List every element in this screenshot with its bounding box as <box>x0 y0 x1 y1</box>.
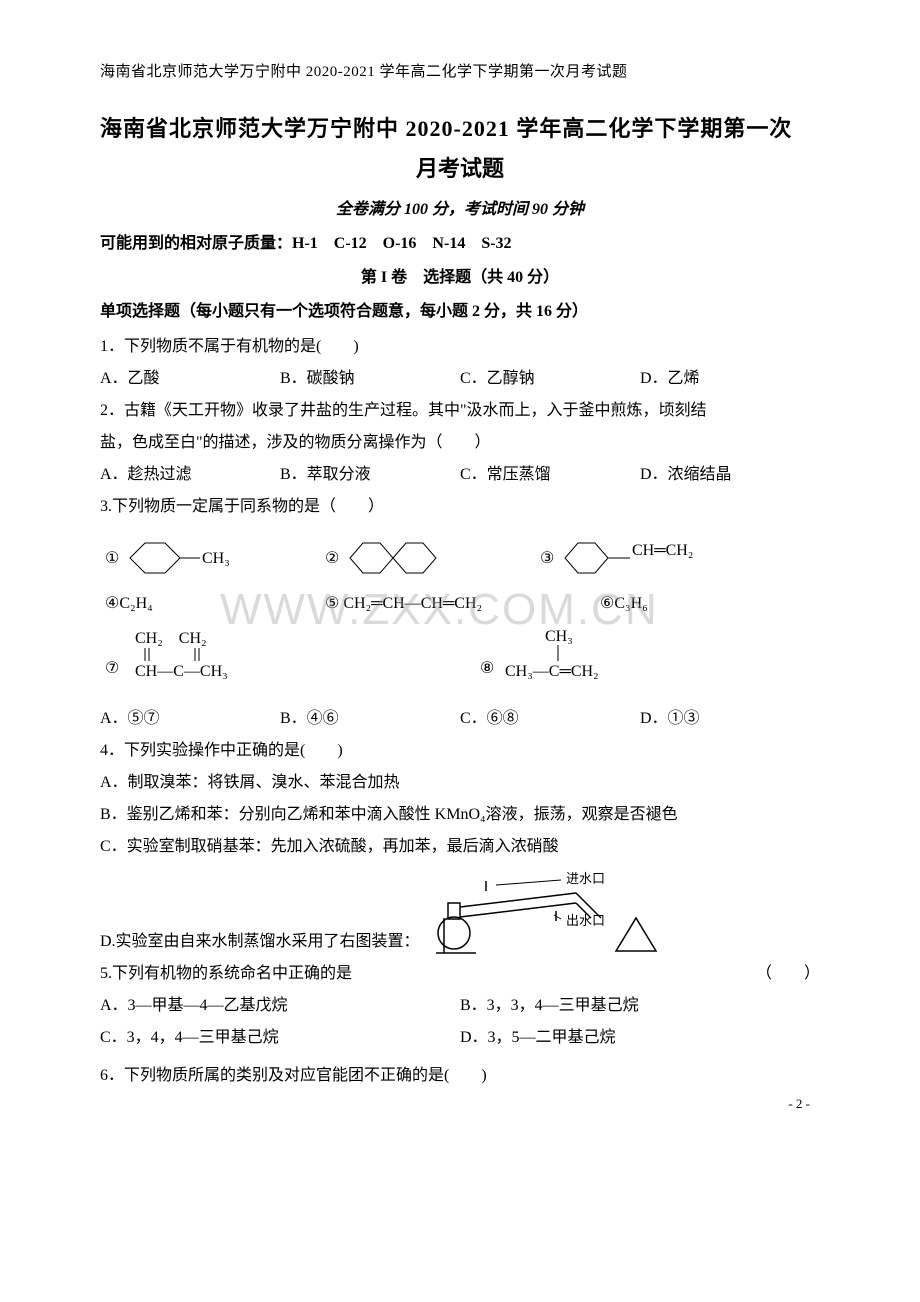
svg-text:⑧: ⑧ <box>480 660 494 677</box>
svg-text:⑥C₃H₆: ⑥C₃H₆ <box>600 595 648 612</box>
q3-opt-c: C．⑥⑧ <box>460 703 640 735</box>
q4-stem: 4．下列实验操作中正确的是( ) <box>100 735 820 767</box>
full-marks-line: 全卷满分 100 分，考试时间 90 分钟 <box>100 195 820 219</box>
page-header: 海南省北京师范大学万宁附中 2020-2021 学年高二化学下学期第一次月考试题 <box>100 60 820 81</box>
q5-stem-row: 5.下列有机物的系统命名中正确的是 （ ） <box>100 958 820 990</box>
q6-stem: 6．下列物质所属的类别及对应官能团不正确的是( ) <box>100 1060 820 1092</box>
q2-opt-d: D．浓缩结晶 <box>640 459 820 491</box>
q4-opt-a: A．制取溴苯：将铁屑、溴水、苯混合加热 <box>100 767 820 799</box>
part1-header: 第 I 卷 选择题（共 40 分） <box>100 263 820 287</box>
q1-opt-b: B．碳酸钠 <box>280 363 460 395</box>
svg-text:③: ③ <box>540 550 554 567</box>
q2-opt-b: B．萃取分液 <box>280 459 460 491</box>
q1-stem: 1．下列物质不属于有机物的是( ) <box>100 331 820 363</box>
q5-opt-c: C．3，4，4—三甲基己烷 <box>100 1022 460 1054</box>
single-choice-header: 单项选择题（每小题只有一个选项符合题意，每小题 2 分，共 16 分） <box>100 297 820 321</box>
q5-options: A．3—甲基—4—乙基戊烷 B．3，3，4—三甲基己烷 C．3，4，4—三甲基己… <box>100 990 820 1054</box>
svg-text:CH—C—CH₃: CH—C—CH₃ <box>135 663 228 680</box>
q5-opt-a: A．3—甲基—4—乙基戊烷 <box>100 990 460 1022</box>
svg-text:CH═CH₂: CH═CH₂ <box>632 542 693 559</box>
svg-text:CH₂ CH₂: CH₂ CH₂ <box>135 630 207 647</box>
svg-text:⑤ CH₂═CH—CH═CH₂: ⑤ CH₂═CH—CH═CH₂ <box>325 595 482 612</box>
distillation-apparatus-icon: 进水口 出水口 <box>426 863 666 958</box>
svg-text:CH₃: CH₃ <box>202 550 230 567</box>
q2-opt-a: A．趁热过滤 <box>100 459 280 491</box>
q5-opt-b: B．3，3，4—三甲基己烷 <box>460 990 820 1022</box>
q5-opt-d: D．3，5—二甲基己烷 <box>460 1022 820 1054</box>
q3-structures: ① CH₃ ② ③ CH═CH₂ ④C₂H₄ ⑤ CH₂═CH—CH═CH₂ ⑥… <box>100 533 820 693</box>
exam-page: 海南省北京师范大学万宁附中 2020-2021 学年高二化学下学期第一次月考试题… <box>0 0 920 1132</box>
svg-text:CH₃: CH₃ <box>545 628 573 645</box>
page-number: - 2 - <box>788 1096 810 1112</box>
q4-opt-d-row: D.实验室由自来水制蒸馏水采用了右图装置： 进水口 <box>100 863 820 958</box>
q2-options: A．趁热过滤 B．萃取分液 C．常压蒸馏 D．浓缩结晶 <box>100 459 820 491</box>
q5-stem: 5.下列有机物的系统命名中正确的是 <box>100 958 740 990</box>
q4-opt-c: C．实验室制取硝基苯：先加入浓硫酸，再加苯，最后滴入浓硝酸 <box>100 831 820 863</box>
q3-opt-b: B．④⑥ <box>280 703 460 735</box>
svg-text:①: ① <box>105 550 119 567</box>
q1-opt-a: A．乙酸 <box>100 363 280 395</box>
q4-opt-d: D.实验室由自来水制蒸馏水采用了右图装置： <box>100 926 420 958</box>
exam-title-line1: 海南省北京师范大学万宁附中 2020-2021 学年高二化学下学期第一次 <box>100 111 820 143</box>
svg-text:④C₂H₄: ④C₂H₄ <box>105 595 153 612</box>
q2-opt-c: C．常压蒸馏 <box>460 459 640 491</box>
svg-text:CH₃—C═CH₂: CH₃—C═CH₂ <box>505 663 599 680</box>
q1-opt-c: C．乙醇钠 <box>460 363 640 395</box>
q3-opt-d: D．①③ <box>640 703 820 735</box>
outlet-label: 出水口 <box>566 913 605 928</box>
atomic-masses: 可能用到的相对原子质量：H-1 C-12 O-16 N-14 S-32 <box>100 229 820 253</box>
q3-structures-svg: ① CH₃ ② ③ CH═CH₂ ④C₂H₄ ⑤ CH₂═CH—CH═CH₂ ⑥… <box>100 533 800 693</box>
q3-options: A．⑤⑦ B．④⑥ C．⑥⑧ D．①③ <box>100 703 820 735</box>
q1-opt-d: D．乙烯 <box>640 363 820 395</box>
svg-text:②: ② <box>325 550 339 567</box>
q3-opt-a: A．⑤⑦ <box>100 703 280 735</box>
inlet-label: 进水口 <box>566 871 605 886</box>
q2-stem-line1: 2．古籍《天工开物》收录了井盐的生产过程。其中"汲水而上，入于釜中煎炼，顷刻结 <box>100 395 820 427</box>
q5-paren: （ ） <box>740 958 820 990</box>
q2-stem-line2: 盐，色成至白"的描述，涉及的物质分离操作为（ ） <box>100 427 820 459</box>
svg-text:⑦: ⑦ <box>105 660 119 677</box>
q4-opt-b: B．鉴别乙烯和苯：分别向乙烯和苯中滴入酸性 KMnO₄溶液，振荡，观察是否褪色 <box>100 799 820 831</box>
q1-options: A．乙酸 B．碳酸钠 C．乙醇钠 D．乙烯 <box>100 363 820 395</box>
exam-title-line2: 月考试题 <box>100 151 820 183</box>
q3-stem: 3.下列物质一定属于同系物的是（ ） <box>100 491 820 523</box>
